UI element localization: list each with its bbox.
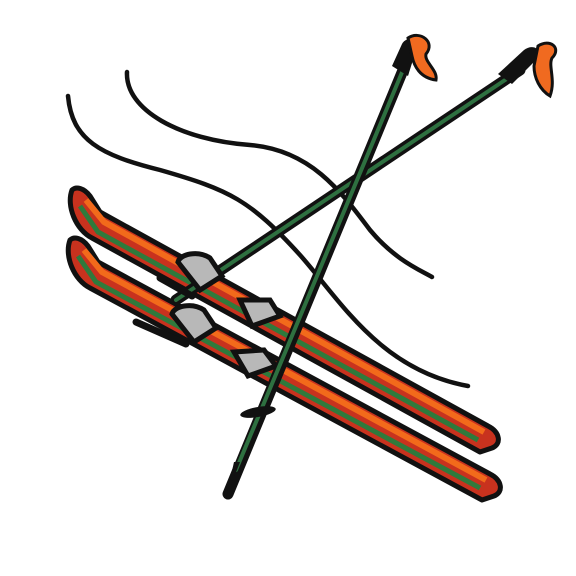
pole-right-shaft <box>174 68 522 302</box>
ski-back <box>67 185 501 455</box>
motion-line-2 <box>124 69 435 280</box>
pole-right-grip <box>498 47 539 84</box>
pole-left-tip <box>226 462 240 498</box>
pole-left <box>222 33 438 500</box>
binding-back-front <box>236 297 284 330</box>
ski-back-stripe-orange <box>83 198 486 435</box>
pole-right-strap-icon <box>532 41 558 99</box>
bindings <box>132 251 284 380</box>
binding-back-rear <box>156 251 226 300</box>
ski-front-stripe-green <box>75 254 482 491</box>
ski-back-stripe-green <box>77 204 480 443</box>
pole-left-shaft <box>234 56 410 472</box>
motion-lines <box>65 69 471 389</box>
pole-right <box>170 41 558 306</box>
binding-front-rear <box>132 303 220 348</box>
ski-front-stripe-orange <box>81 248 488 483</box>
pole-left-strap-icon <box>406 33 438 82</box>
motion-line-1 <box>65 93 471 389</box>
pole-left-basket <box>240 406 276 418</box>
